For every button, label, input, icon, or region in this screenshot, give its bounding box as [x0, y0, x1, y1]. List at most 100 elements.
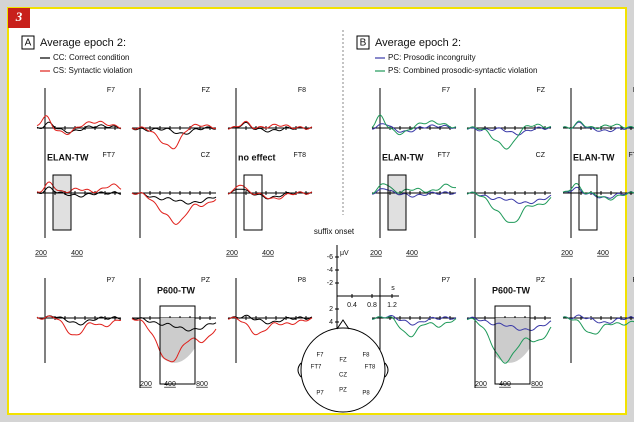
electrode-site: F8	[362, 353, 370, 359]
time-label: 200	[226, 250, 238, 257]
window-label: ELAN-TW	[573, 152, 615, 162]
time-label: 200	[140, 381, 152, 388]
time-label: 200	[561, 250, 573, 257]
electrode-label: CZ	[201, 152, 211, 159]
window-label: P600-TW	[492, 285, 531, 295]
time-window	[52, 174, 72, 231]
electrode-site: F7	[316, 353, 324, 359]
scale-y-label: -4	[327, 267, 333, 274]
electrode-label: CZ	[536, 152, 546, 159]
electrode-label: F8	[298, 87, 306, 94]
waveform	[466, 191, 552, 205]
electrode-label: FZ	[536, 87, 545, 94]
effect-area	[160, 318, 195, 363]
scale-y-label: -2	[327, 280, 333, 287]
window-label: ELAN-TW	[382, 152, 424, 162]
scale-y-label: -6	[327, 254, 333, 261]
time-label: 800	[531, 381, 543, 388]
scale-x-label: 0.4	[347, 302, 357, 309]
time-window	[387, 174, 407, 231]
legend-label: CC: Correct condition	[53, 53, 129, 62]
panel-letter-box	[356, 35, 370, 50]
time-label: 400	[164, 381, 176, 388]
waveform	[36, 315, 122, 336]
electrode-label: FT7	[438, 152, 451, 159]
waveform	[36, 115, 122, 136]
waveform	[466, 316, 552, 332]
window-label: ELAN-TW	[47, 152, 89, 162]
electrode-site: P7	[316, 391, 324, 397]
waveform	[131, 123, 217, 150]
legend-label: PC: Prosodic incongruity	[388, 53, 476, 62]
time-label: 400	[406, 250, 418, 257]
waveform	[466, 317, 552, 364]
waveform	[371, 188, 457, 198]
figure-number-box	[8, 8, 30, 28]
time-window	[159, 305, 196, 385]
scale-y-label: 4	[329, 319, 333, 326]
waveform	[227, 316, 313, 336]
scale-unit: μV	[340, 250, 349, 257]
time-label: 200	[35, 250, 47, 257]
waveform	[562, 316, 634, 335]
panel-title: Average epoch 2:	[375, 37, 461, 49]
waveform	[131, 318, 217, 363]
time-label: 200	[370, 250, 382, 257]
electrode-site: P8	[362, 391, 370, 397]
time-window	[243, 174, 263, 231]
scale-title: suffix onset	[314, 227, 355, 236]
electrode-label: FT8	[629, 152, 634, 159]
window-label: P600-TW	[157, 285, 196, 295]
window-label: no effect	[238, 152, 276, 162]
waveform	[131, 126, 217, 135]
scale-y-label: 2	[329, 306, 333, 313]
waveform	[371, 114, 457, 136]
electrode-site: PZ	[339, 388, 347, 394]
electrode-label: P8	[632, 277, 634, 284]
panel-letter-box	[21, 35, 35, 50]
head-ear	[384, 362, 389, 378]
electrode-label: P7	[441, 277, 450, 284]
waveform	[227, 184, 313, 200]
electrode-label: P7	[106, 277, 115, 284]
time-window	[578, 174, 598, 231]
waveform	[371, 183, 456, 195]
electrode-label: F8	[633, 87, 634, 94]
panel-letter: A	[25, 38, 32, 49]
waveform	[466, 126, 552, 136]
panel-title: Average epoch 2:	[40, 37, 126, 49]
waveform	[562, 120, 634, 130]
head-nose	[336, 319, 350, 330]
waveform	[131, 317, 217, 332]
waveform	[466, 191, 552, 223]
electrode-site: FT8	[365, 365, 376, 371]
waveform	[227, 314, 313, 325]
waveform	[466, 123, 552, 150]
waveform	[562, 182, 634, 201]
electrode-site: CZ	[339, 373, 347, 379]
time-label: 400	[71, 250, 83, 257]
electrode-label: FZ	[201, 87, 210, 94]
electrode-label: P8	[297, 277, 306, 284]
electrode-site: FZ	[339, 358, 347, 364]
electrode-label: PZ	[201, 277, 211, 284]
panel-letter: B	[360, 38, 367, 49]
time-label: 400	[597, 250, 609, 257]
head-ear	[297, 362, 302, 378]
legend-label: PS: Combined prosodic-syntactic violatio…	[388, 66, 537, 75]
waveform	[562, 314, 634, 324]
electrode-label: FT8	[294, 152, 307, 159]
time-window	[494, 305, 531, 385]
time-label: 400	[262, 250, 274, 257]
waveform	[227, 120, 313, 130]
electrode-label: PZ	[536, 277, 546, 284]
scale-x-label: 0.8	[367, 302, 377, 309]
waveform	[371, 316, 457, 338]
time-label: 400	[499, 381, 511, 388]
electrode-label: F7	[442, 87, 450, 94]
waveform	[36, 181, 122, 194]
scale-x-label: 1.2	[387, 302, 397, 309]
legend-label: CS: Syntactic violation	[53, 66, 133, 75]
waveform	[131, 192, 217, 225]
